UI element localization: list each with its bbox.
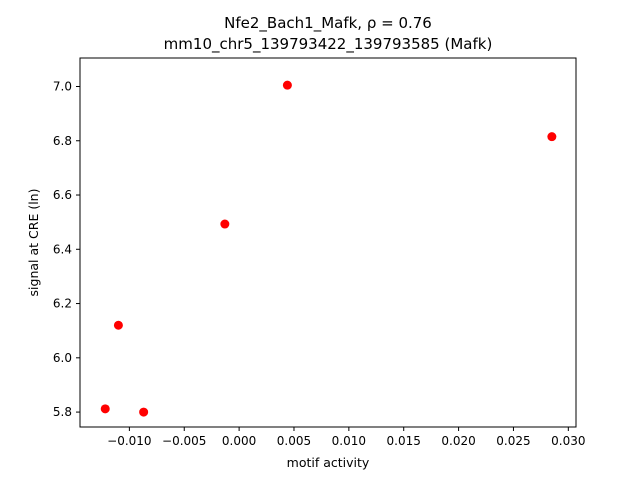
- x-tick-label: 0.015: [387, 434, 421, 448]
- x-tick-label: 0.005: [277, 434, 311, 448]
- data-point: [139, 407, 149, 417]
- x-axis-label: motif activity: [287, 455, 370, 470]
- data-point: [547, 132, 557, 142]
- x-tick-label: 0.025: [496, 434, 530, 448]
- y-tick-label: 6.2: [53, 297, 72, 311]
- x-tick-label: −0.005: [162, 434, 206, 448]
- chart-title-line1: Nfe2_Bach1_Mafk, ρ = 0.76: [224, 14, 432, 33]
- y-tick-label: 5.8: [53, 405, 72, 419]
- data-point: [282, 80, 292, 90]
- y-tick-label: 6.6: [53, 188, 72, 202]
- y-tick-label: 7.0: [53, 79, 72, 93]
- y-tick-label: 6.0: [53, 351, 72, 365]
- data-point: [220, 219, 230, 229]
- plot-area-frame: [79, 57, 577, 428]
- y-tick-label: 6.4: [53, 242, 72, 256]
- x-tick-label: 0.030: [551, 434, 585, 448]
- y-tick-label: 6.8: [53, 134, 72, 148]
- x-tick-label: 0.010: [332, 434, 366, 448]
- x-tick-label: −0.010: [107, 434, 151, 448]
- y-axis-ticks: 5.8 6.0 6.2 6.4 6.6 6.8 7.0: [53, 79, 80, 419]
- chart-title-line2: mm10_chr5_139793422_139793585 (Mafk): [164, 35, 493, 54]
- data-points: [100, 80, 557, 417]
- y-axis-label: signal at CRE (ln): [26, 189, 41, 297]
- x-tick-label: 0.000: [222, 434, 256, 448]
- x-axis-ticks: −0.010 −0.005 0.000 0.005 0.010 0.015 0.020 0.0…: [107, 427, 585, 448]
- data-point: [113, 320, 123, 330]
- data-point: [100, 404, 110, 414]
- x-tick-label: 0.020: [441, 434, 475, 448]
